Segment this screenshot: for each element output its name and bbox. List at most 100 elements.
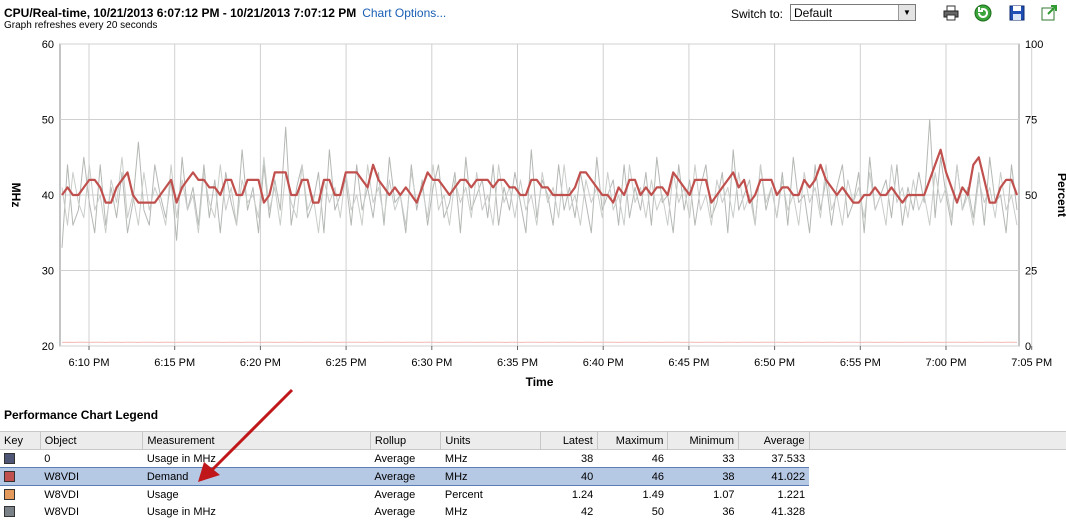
legend-cell-maximum: 46	[651, 452, 664, 465]
legend-cell-filler	[809, 467, 1066, 486]
legend-cell-key	[0, 486, 40, 504]
legend-cell-object: W8VDI	[40, 467, 143, 486]
switch-to-select[interactable]: Default ▼	[790, 4, 916, 21]
print-icon[interactable]	[942, 4, 960, 22]
legend-color-swatch	[4, 506, 15, 518]
legend-cell-maximum: 50	[651, 505, 664, 518]
legend-cell-average: 41.022	[738, 467, 810, 486]
chevron-down-icon[interactable]: ▼	[898, 5, 915, 20]
chart-header: CPU/Real-time, 10/21/2013 6:07:12 PM - 1…	[0, 0, 1066, 40]
legend-cell-filler	[809, 503, 1066, 520]
legend-cell-units: MHz	[444, 452, 468, 465]
legend-row[interactable]: W8VDI Usage in MHz Average MHz 42 50 36 41.328	[0, 503, 1066, 520]
legend-cell-latest: 38	[581, 452, 594, 465]
chart-title-text: CPU/Real-time, 10/21/2013 6:07:12 PM - 1…	[4, 6, 357, 20]
y2-tick-label: 25	[1025, 266, 1037, 278]
legend-cell-rollup: Average	[374, 452, 416, 465]
legend-cell-measurement: Usage	[146, 488, 179, 501]
x-tick-label: 6:20 PM	[240, 357, 281, 369]
x-tick-label: 6:15 PM	[154, 357, 195, 369]
legend-cell-average: 1.221	[777, 488, 806, 501]
legend-cell-units: MHz	[440, 467, 541, 486]
legend-cell-minimum: 33	[722, 452, 735, 465]
y2-axis-label: Percent	[1055, 173, 1066, 217]
switch-to-label: Switch to:	[731, 7, 784, 21]
refresh-note: Graph refreshes every 20 seconds	[4, 20, 158, 31]
legend-row[interactable]: 0 Usage in MHz Average MHz 38 46 33 37.533	[0, 449, 1066, 468]
legend-cell-latest: 1.24	[571, 488, 594, 501]
x-tick-label: 6:40 PM	[583, 357, 624, 369]
y-tick-label: 40	[42, 190, 54, 202]
legend-cell-rollup: Average	[374, 488, 416, 501]
col-object[interactable]: Object	[40, 431, 144, 450]
legend-cell-units: Percent	[444, 488, 483, 501]
x-tick-label: 7:00 PM	[926, 357, 967, 369]
legend-color-swatch	[4, 453, 15, 465]
legend-cell-object: W8VDI	[44, 505, 80, 518]
legend-cell-average: 37.533	[771, 452, 806, 465]
legend-cell-key	[0, 450, 40, 468]
y-tick-label: 20	[42, 341, 54, 353]
y-tick-label: 50	[42, 115, 54, 127]
popout-icon[interactable]	[1040, 4, 1058, 22]
legend-color-swatch	[4, 489, 15, 501]
col-key[interactable]: Key	[0, 431, 41, 450]
x-tick-label: 6:55 PM	[840, 357, 881, 369]
x-tick-label: 6:35 PM	[497, 357, 538, 369]
x-tick-label: 6:30 PM	[411, 357, 452, 369]
chart-svg: 20 30 40 50 60 0 25 50 75 100 6:10 PM 6:15 PM 6:20 P…	[9, 39, 1066, 389]
legend-cell-average: 41.328	[771, 505, 806, 518]
refresh-icon[interactable]	[974, 4, 992, 22]
chart-options-link[interactable]: Chart Options...	[362, 6, 447, 20]
y2-tick-label: 75	[1025, 115, 1037, 127]
legend-cell-object: 0	[44, 452, 51, 465]
col-average[interactable]: Average	[738, 431, 810, 450]
col-measurement[interactable]: Measurement	[142, 431, 371, 450]
legend-cell-minimum: 38	[667, 467, 739, 486]
legend-cell-maximum: 46	[597, 467, 668, 486]
col-rollup[interactable]: Rollup	[370, 431, 442, 450]
switch-to-value: Default	[794, 6, 833, 20]
col-maximum[interactable]: Maximum	[597, 431, 669, 450]
legend-cell-object: W8VDI	[44, 488, 80, 501]
series-line-demand	[61, 148, 1019, 204]
y-tick-label: 60	[42, 39, 54, 51]
legend-cell-minimum: 1.07	[713, 488, 735, 501]
legend-cell-rollup: Average	[374, 505, 416, 518]
x-tick-label: 7:05 PM	[1011, 357, 1052, 369]
y2-tick-label: 50	[1025, 190, 1037, 202]
legend-cell-units: MHz	[444, 505, 468, 518]
legend-cell-key	[0, 467, 41, 486]
legend-cell-filler	[809, 449, 1066, 468]
legend-cell-filler	[809, 485, 1066, 503]
legend-cell-measurement: Demand	[142, 467, 371, 486]
legend-row[interactable]: W8VDI Demand Average MHz 40 46 38 41.022	[0, 467, 1066, 486]
x-tick-label: 6:50 PM	[754, 357, 795, 369]
series-line-usage-in-mhz	[61, 156, 1018, 234]
x-tick-label: 6:45 PM	[668, 357, 709, 369]
legend-table: Key Object Measurement Rollup Units Late…	[0, 431, 1066, 520]
legend-cell-minimum: 36	[722, 505, 735, 518]
chart-title: CPU/Real-time, 10/21/2013 6:07:12 PM - 1…	[4, 6, 446, 20]
y2-tick-label: 0	[1025, 341, 1031, 353]
save-icon[interactable]	[1008, 4, 1026, 22]
y-axis-label: MHz	[9, 183, 23, 208]
y-tick-label: 30	[42, 266, 54, 278]
legend-row[interactable]: W8VDI Usage Average Percent 1.24 1.49 1.07 1.22…	[0, 485, 1066, 504]
legend-header-row: Key Object Measurement Rollup Units Late…	[0, 431, 1066, 450]
x-axis-label: Time	[526, 375, 554, 389]
col-latest[interactable]: Latest	[540, 431, 598, 450]
legend-cell-maximum: 1.49	[642, 488, 664, 501]
performance-chart: 20 30 40 50 60 0 25 50 75 100 6:10 PM 6:15 PM 6:20 P…	[0, 36, 1066, 394]
legend-cell-latest: 40	[540, 467, 598, 486]
col-units[interactable]: Units	[440, 431, 542, 450]
legend-cell-rollup: Average	[370, 467, 441, 486]
legend-cell-key	[0, 503, 40, 520]
legend-cell-measurement: Usage in MHz	[146, 452, 216, 465]
col-minimum[interactable]: Minimum	[667, 431, 740, 450]
legend-cell-latest: 42	[581, 505, 594, 518]
y2-tick-label: 100	[1025, 39, 1043, 51]
col-filler	[809, 431, 1066, 450]
x-tick-label: 6:10 PM	[69, 357, 110, 369]
x-tick-label: 6:25 PM	[326, 357, 367, 369]
